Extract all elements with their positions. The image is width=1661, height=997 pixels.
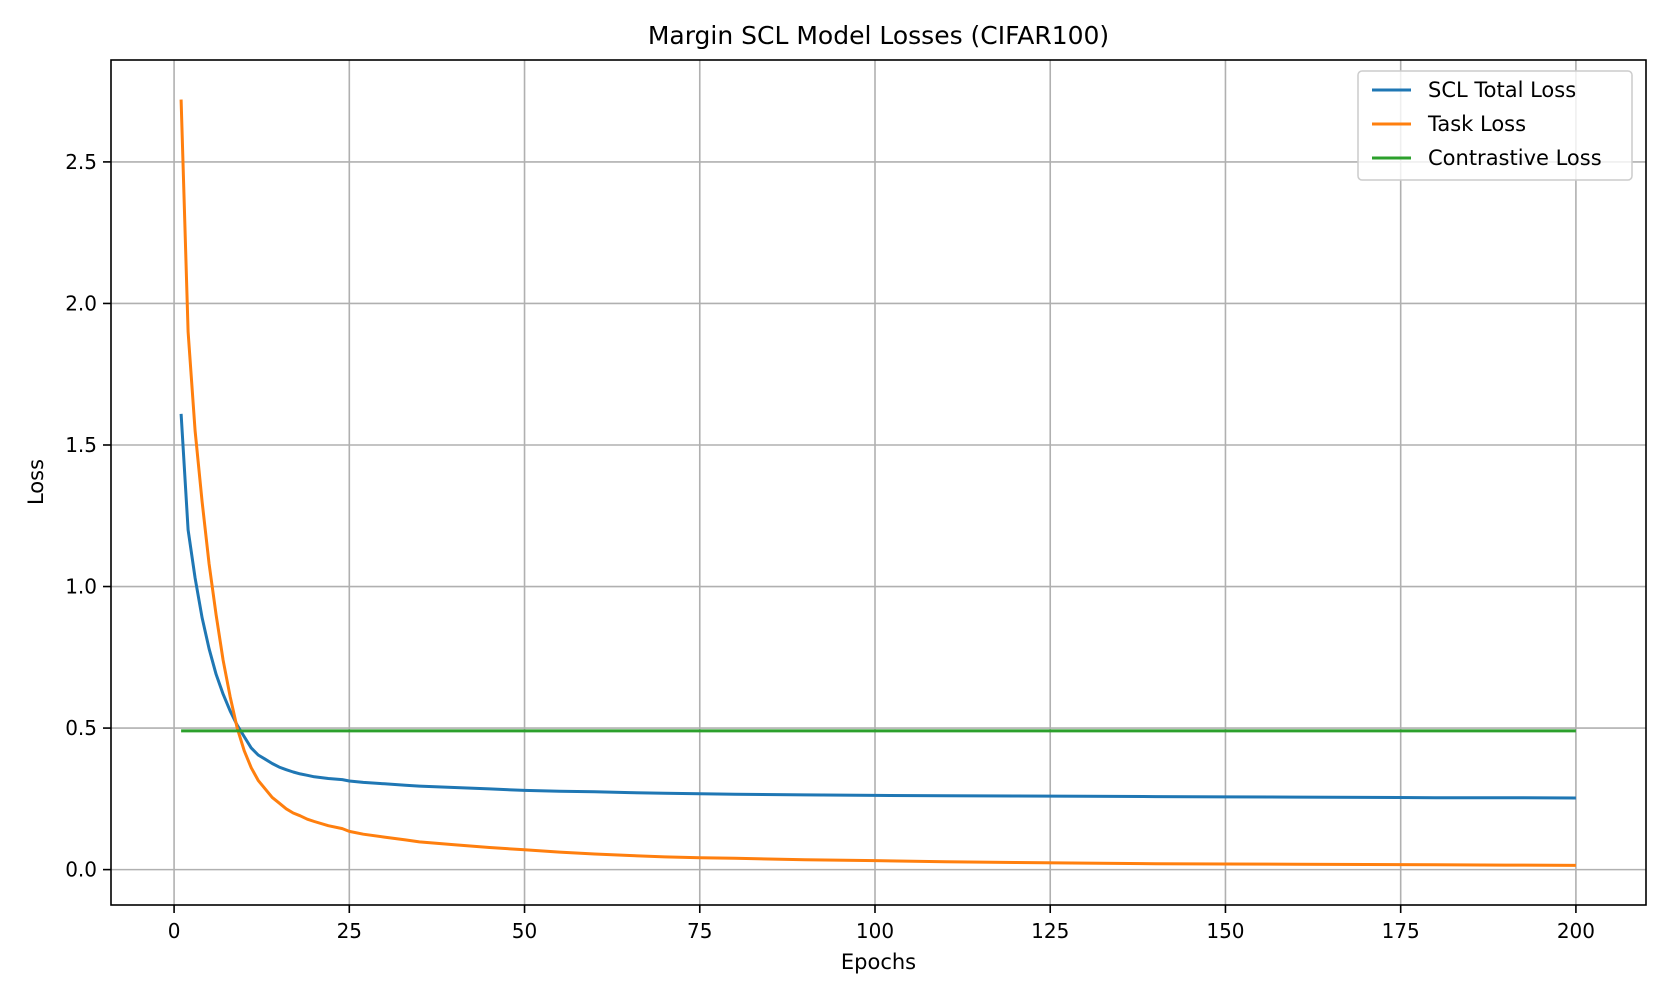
x-tick-label: 125 bbox=[1031, 919, 1069, 943]
x-tick-label: 0 bbox=[168, 919, 181, 943]
y-axis-label: Loss bbox=[24, 459, 48, 505]
legend-label-task-loss: Task Loss bbox=[1427, 112, 1526, 136]
series-lines bbox=[179, 99, 1576, 867]
x-tick-label: 75 bbox=[687, 919, 712, 943]
plot-frame bbox=[110, 59, 1647, 906]
legend: SCL Total Loss Task Loss Contrastive Loss bbox=[1357, 70, 1633, 181]
x-axis-label: Epochs bbox=[841, 950, 916, 974]
chart-title: Margin SCL Model Losses (CIFAR100) bbox=[648, 21, 1109, 50]
legend-box bbox=[1357, 70, 1633, 181]
x-tick-label: 25 bbox=[337, 919, 362, 943]
legend-label-contrastive-loss: Contrastive Loss bbox=[1428, 146, 1602, 170]
x-tick-label: 100 bbox=[856, 919, 894, 943]
x-tick-label: 175 bbox=[1382, 919, 1420, 943]
axis-ticks: 0 25 50 75 100 125 150 175 200 0.0 0.5 1.0 1.5 2.0 2.5 bbox=[65, 150, 1595, 943]
y-tick-label: 0.0 bbox=[65, 858, 97, 882]
legend-label-scl-total-loss: SCL Total Loss bbox=[1428, 78, 1576, 102]
y-tick-label: 2.0 bbox=[65, 291, 97, 315]
series-line-task-loss bbox=[179, 99, 1576, 867]
grid bbox=[111, 60, 1646, 905]
y-tick-label: 0.5 bbox=[65, 716, 97, 740]
y-tick-label: 1.0 bbox=[65, 575, 97, 599]
x-tick-label: 200 bbox=[1557, 919, 1595, 943]
y-tick-label: 2.5 bbox=[65, 150, 97, 174]
x-tick-label: 150 bbox=[1206, 919, 1244, 943]
y-tick-label: 1.5 bbox=[65, 433, 97, 457]
x-tick-label: 50 bbox=[512, 919, 537, 943]
